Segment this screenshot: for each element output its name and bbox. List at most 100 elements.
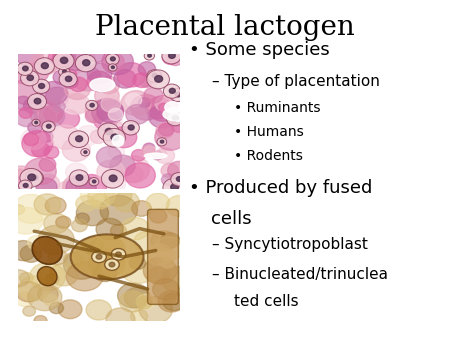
Circle shape xyxy=(58,300,82,319)
Circle shape xyxy=(61,93,86,114)
Circle shape xyxy=(163,178,185,197)
Circle shape xyxy=(153,279,179,300)
Circle shape xyxy=(90,130,107,143)
Circle shape xyxy=(32,175,38,180)
Circle shape xyxy=(34,98,41,104)
Circle shape xyxy=(66,175,96,200)
Circle shape xyxy=(76,200,108,226)
Text: Placental lactogen: Placental lactogen xyxy=(95,14,355,41)
Circle shape xyxy=(19,276,50,300)
Circle shape xyxy=(62,51,75,63)
Circle shape xyxy=(22,131,53,156)
Circle shape xyxy=(164,293,176,303)
Circle shape xyxy=(50,263,78,286)
Circle shape xyxy=(45,274,59,284)
Ellipse shape xyxy=(165,102,180,113)
Text: – Type of placentation: – Type of placentation xyxy=(212,74,379,89)
Circle shape xyxy=(91,99,123,125)
Circle shape xyxy=(99,76,119,94)
Circle shape xyxy=(156,148,175,164)
Circle shape xyxy=(128,125,134,130)
Circle shape xyxy=(63,174,93,200)
Circle shape xyxy=(39,105,65,127)
Circle shape xyxy=(12,79,43,104)
Circle shape xyxy=(23,98,42,113)
Circle shape xyxy=(109,262,115,267)
Circle shape xyxy=(34,316,47,326)
Circle shape xyxy=(126,93,142,107)
Circle shape xyxy=(42,121,55,132)
Circle shape xyxy=(156,123,174,138)
Circle shape xyxy=(130,95,162,120)
Circle shape xyxy=(63,49,88,70)
Circle shape xyxy=(63,250,99,279)
Circle shape xyxy=(83,60,90,66)
Circle shape xyxy=(109,124,121,134)
Circle shape xyxy=(150,245,176,265)
Circle shape xyxy=(106,53,119,65)
Circle shape xyxy=(59,72,77,87)
Circle shape xyxy=(111,224,126,237)
Circle shape xyxy=(152,151,163,160)
Ellipse shape xyxy=(144,153,167,159)
Circle shape xyxy=(121,254,158,283)
Circle shape xyxy=(123,166,143,183)
Circle shape xyxy=(39,130,53,142)
Circle shape xyxy=(34,58,54,74)
Circle shape xyxy=(144,51,154,60)
Circle shape xyxy=(22,66,28,71)
Circle shape xyxy=(155,76,162,82)
Circle shape xyxy=(86,109,102,123)
Circle shape xyxy=(18,180,32,191)
Circle shape xyxy=(23,184,28,187)
Circle shape xyxy=(112,127,137,148)
Circle shape xyxy=(111,117,122,126)
Circle shape xyxy=(155,124,186,150)
Circle shape xyxy=(60,57,68,64)
Circle shape xyxy=(171,119,187,132)
Circle shape xyxy=(122,91,151,116)
Circle shape xyxy=(114,70,136,88)
Text: • Ruminants: • Ruminants xyxy=(234,101,320,115)
Circle shape xyxy=(88,185,115,207)
Circle shape xyxy=(40,81,68,105)
Circle shape xyxy=(160,140,164,143)
Circle shape xyxy=(76,125,100,145)
Circle shape xyxy=(102,173,126,193)
Circle shape xyxy=(51,125,80,149)
Circle shape xyxy=(28,174,36,180)
Circle shape xyxy=(121,217,149,240)
Circle shape xyxy=(110,57,115,61)
Circle shape xyxy=(148,267,169,284)
Circle shape xyxy=(30,52,58,75)
Circle shape xyxy=(15,169,26,178)
Circle shape xyxy=(100,195,138,225)
Ellipse shape xyxy=(90,78,115,92)
Circle shape xyxy=(76,136,83,142)
Circle shape xyxy=(97,100,123,122)
Circle shape xyxy=(13,67,33,84)
Circle shape xyxy=(136,294,155,309)
Circle shape xyxy=(68,60,84,73)
Circle shape xyxy=(48,50,67,66)
Circle shape xyxy=(125,163,155,188)
Circle shape xyxy=(168,53,183,66)
Circle shape xyxy=(95,235,122,256)
Circle shape xyxy=(27,94,46,110)
Circle shape xyxy=(76,174,107,200)
Circle shape xyxy=(102,53,124,72)
Circle shape xyxy=(34,108,55,126)
Circle shape xyxy=(109,175,117,182)
Circle shape xyxy=(30,101,61,127)
Circle shape xyxy=(89,249,125,277)
Circle shape xyxy=(9,207,43,234)
Circle shape xyxy=(168,161,189,179)
Circle shape xyxy=(161,163,179,178)
Circle shape xyxy=(39,158,56,171)
Circle shape xyxy=(140,78,152,88)
Ellipse shape xyxy=(32,237,62,264)
Circle shape xyxy=(84,151,87,153)
Circle shape xyxy=(17,45,44,67)
Circle shape xyxy=(72,67,102,91)
Circle shape xyxy=(94,86,119,106)
